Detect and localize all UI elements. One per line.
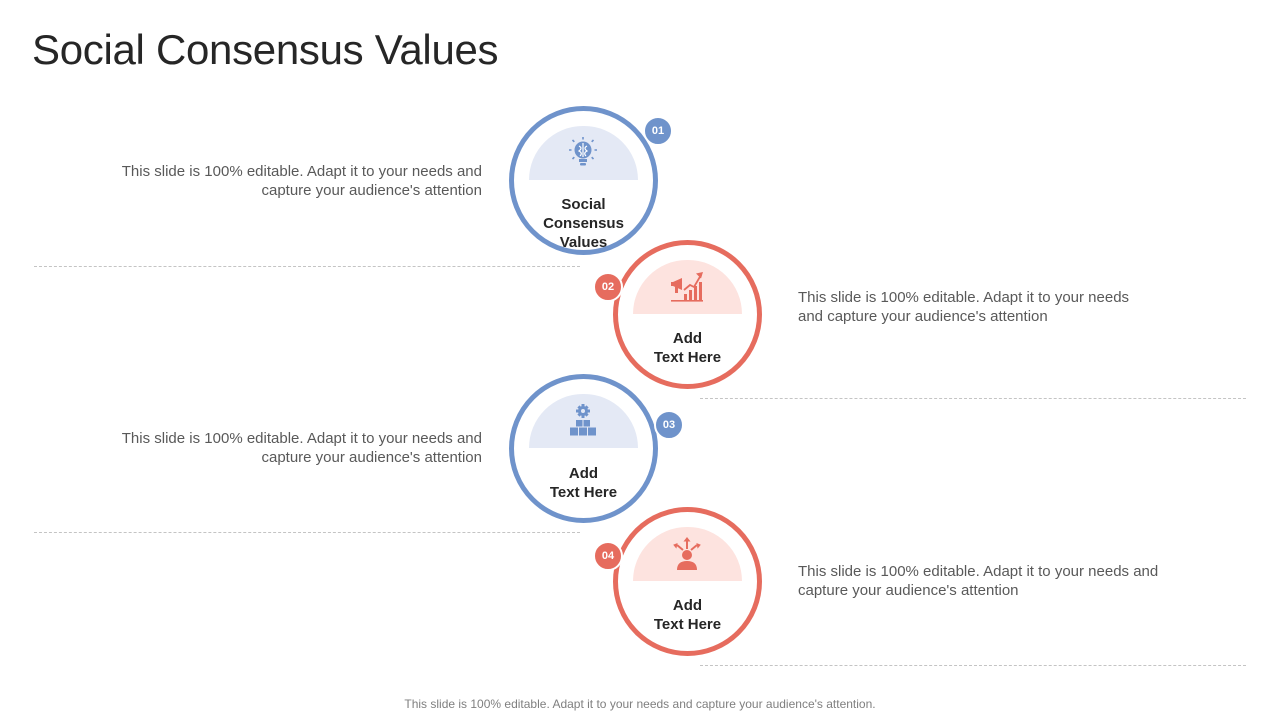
page-title: Social Consensus Values <box>32 26 499 73</box>
step-1-number-badge: 01 <box>643 116 673 146</box>
step-4-icon-backdrop <box>633 527 742 581</box>
step-1-label: Social Consensus Values <box>543 196 624 251</box>
step-4-circle: Add Text Here <box>613 507 762 656</box>
step-2-divider <box>700 398 1246 399</box>
step-2-icon-backdrop <box>633 260 742 314</box>
step-3-icon-backdrop <box>529 394 638 448</box>
megaphone-growth-chart-icon <box>671 272 703 302</box>
step-1-description: This slide is 100% editable. Adapt it to… <box>121 163 482 199</box>
step-1-divider <box>34 266 580 267</box>
step-2-description: This slide is 100% editable. Adapt it to… <box>798 289 1130 325</box>
step-4-number-badge: 04 <box>593 541 623 571</box>
step-1-icon-backdrop <box>529 126 638 180</box>
step-2-circle: Add Text Here <box>613 240 762 389</box>
step-4-description: This slide is 100% editable. Adapt it to… <box>798 563 1159 599</box>
gear-boxes-icon <box>570 404 596 436</box>
step-1-circle: Social Consensus Values <box>509 106 658 255</box>
footer-note: This slide is 100% editable. Adapt it to… <box>404 697 876 711</box>
step-2-number-badge: 02 <box>593 272 623 302</box>
brain-lightbulb-icon <box>569 137 597 166</box>
step-3-label: Add Text Here <box>549 465 618 501</box>
step-4-divider <box>700 665 1246 666</box>
step-4-label: Add Text Here <box>653 597 722 633</box>
person-arrows-icon <box>673 537 701 570</box>
step-3-description: This slide is 100% editable. Adapt it to… <box>121 430 482 466</box>
step-2-label: Add Text Here <box>653 330 722 366</box>
step-3-number-badge: 03 <box>654 410 684 440</box>
step-3-circle: Add Text Here <box>509 374 658 523</box>
step-3-divider <box>34 532 580 533</box>
